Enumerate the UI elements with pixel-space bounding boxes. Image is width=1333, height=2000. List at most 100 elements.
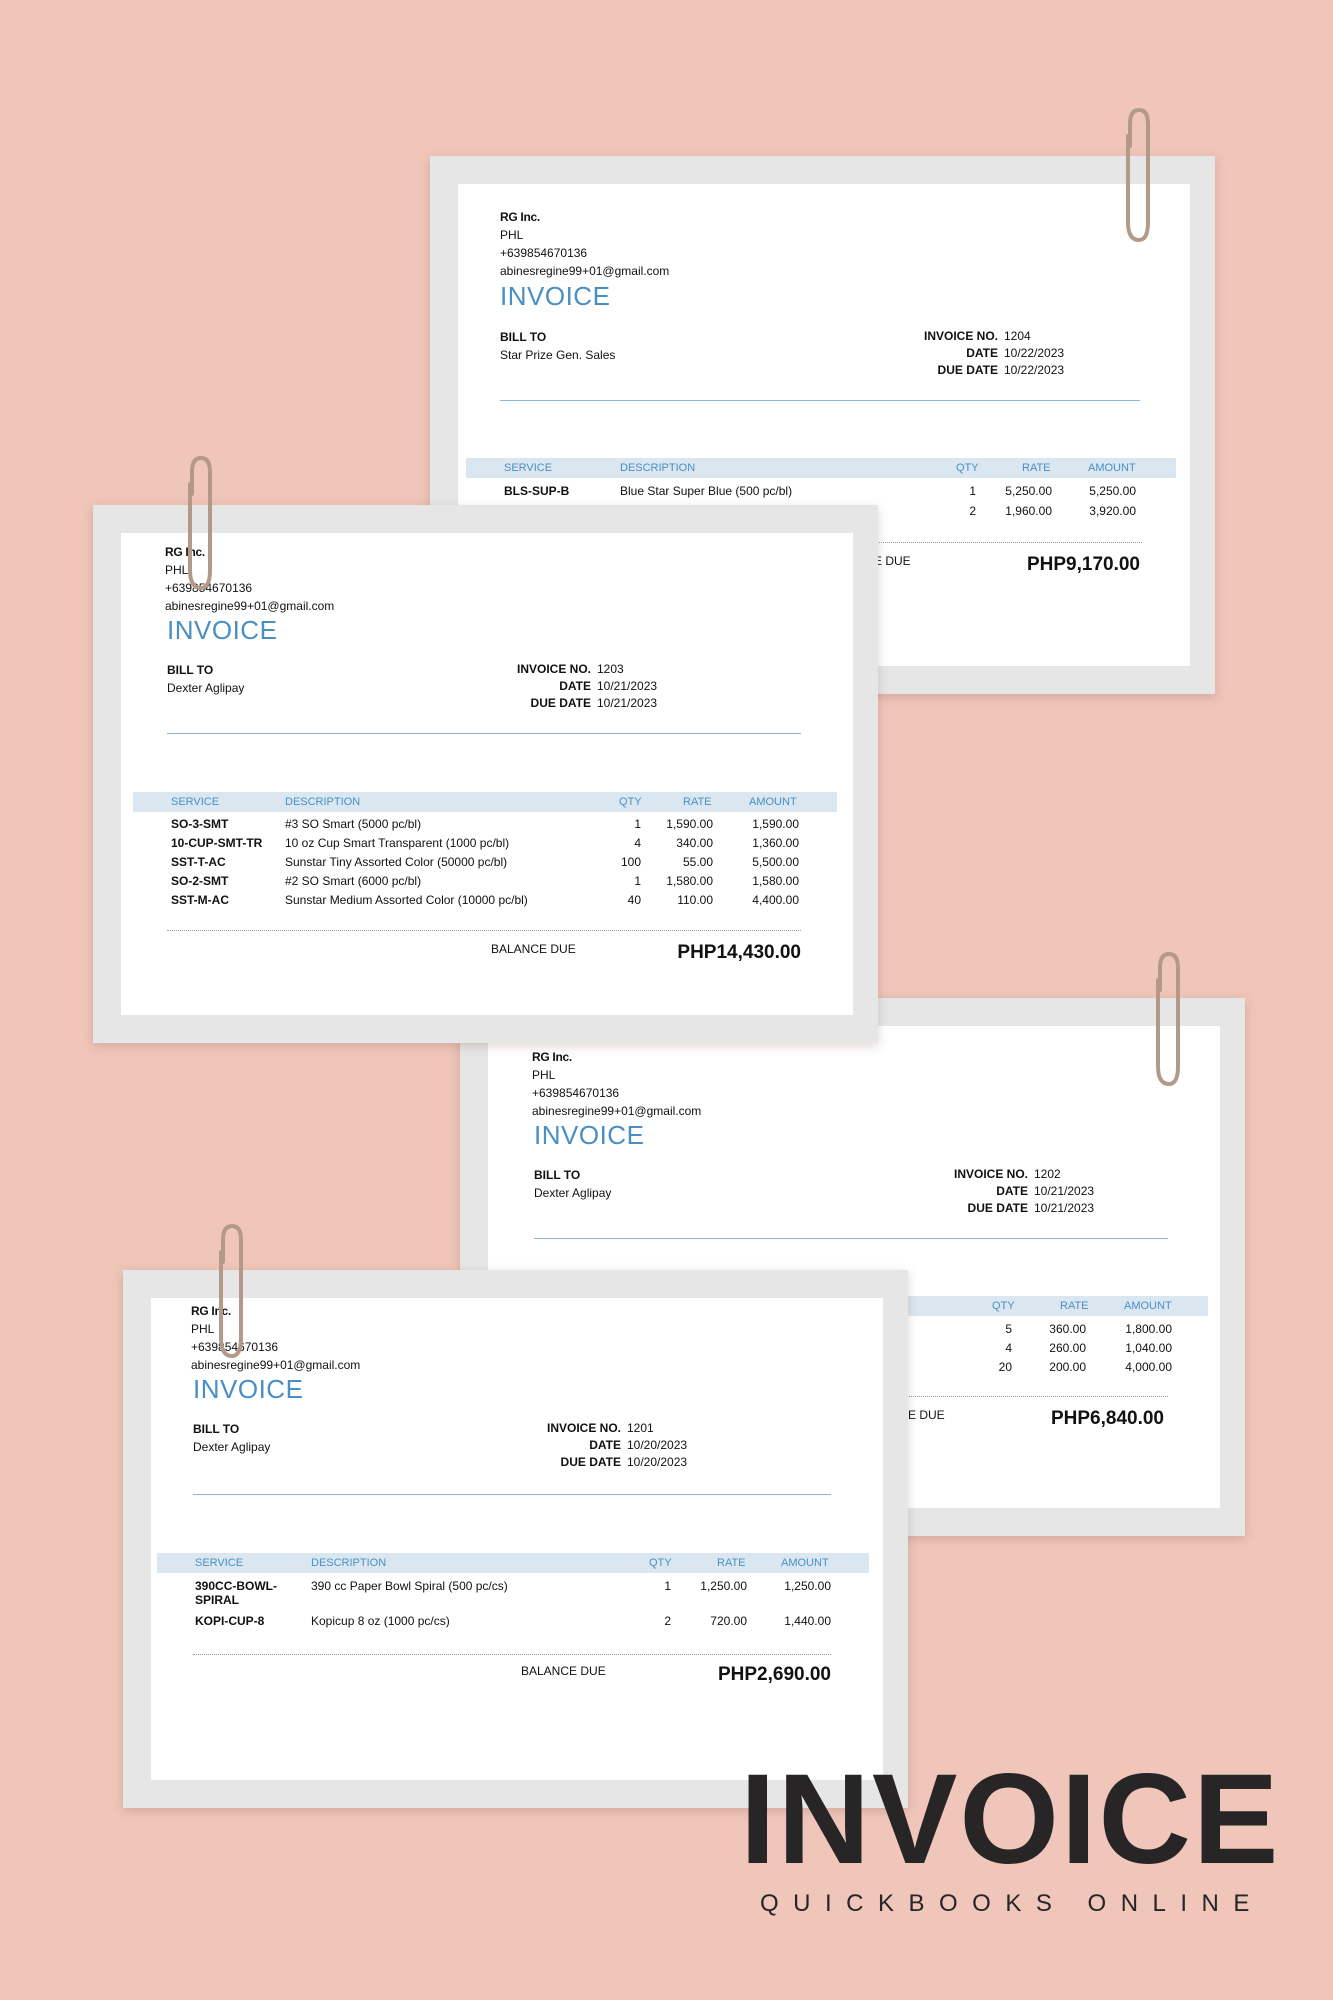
invoice-due-date: 10/21/2023 xyxy=(597,696,658,710)
invoice-title: INVOICE xyxy=(167,615,278,645)
company-phone: +639854670136 xyxy=(532,1086,620,1100)
table-row: SST-M-AC Sunstar Medium Assorted Color (… xyxy=(133,893,837,912)
company-country: PHL xyxy=(532,1068,556,1082)
paper-clip-icon xyxy=(188,455,212,591)
balance-due-label: BALANCE DUE xyxy=(491,942,576,956)
bill-to: BILL TO Star Prize Gen. Sales xyxy=(500,328,615,364)
balance-due-label: E DUE xyxy=(908,1408,945,1422)
row-qty: 1 xyxy=(969,484,976,498)
invoice-due-date: 10/22/2023 xyxy=(1004,363,1065,377)
row-service: 10-CUP-SMT-TR xyxy=(171,836,263,850)
invoice-due-date: 10/21/2023 xyxy=(1034,1201,1095,1215)
date-label: DATE xyxy=(996,1184,1028,1198)
invoice-card-1204: RG Inc. PHL +639854670136 abinesregine99… xyxy=(430,156,1215,694)
company-block: RG Inc. PHL +639854670136 abinesregine99… xyxy=(532,1048,701,1120)
company-phone: +639854670136 xyxy=(500,246,588,260)
date-label: DATE xyxy=(966,346,998,360)
bill-to: BILL TO Dexter Aglipay xyxy=(193,1420,270,1456)
row-rate: 200.00 xyxy=(1049,1360,1086,1374)
company-name: RG Inc. xyxy=(532,1050,572,1064)
row-amount: 4,000.00 xyxy=(1125,1360,1172,1374)
invoice-no: 1204 xyxy=(1004,329,1031,343)
total-divider xyxy=(858,542,1142,543)
row-description: Kopicup 8 oz (1000 pc/cs) xyxy=(311,1614,450,1628)
invoice-date: 10/20/2023 xyxy=(627,1438,688,1452)
invoice-date: 10/21/2023 xyxy=(1034,1184,1095,1198)
invoice-title: INVOICE xyxy=(500,281,611,311)
company-country: PHL xyxy=(500,228,524,242)
row-amount: 1,440.00 xyxy=(784,1614,831,1628)
row-amount: 4,400.00 xyxy=(752,893,799,907)
row-description: #2 SO Smart (6000 pc/bl) xyxy=(285,874,422,888)
total-divider xyxy=(167,930,801,931)
table-row: SO-2-SMT #2 SO Smart (6000 pc/bl) 1 1,58… xyxy=(133,874,837,893)
col-description: DESCRIPTION xyxy=(285,796,361,808)
balance-due-amount: PHP9,170.00 xyxy=(1026,554,1140,575)
row-description: Sunstar Medium Assorted Color (10000 pc/… xyxy=(285,893,528,907)
row-service: SST-T-AC xyxy=(171,855,226,869)
bill-to-label: BILL TO xyxy=(193,1422,240,1436)
invoice-no: 1203 xyxy=(597,662,624,676)
company-name: RG Inc. xyxy=(500,210,540,224)
row-qty: 100 xyxy=(620,855,641,869)
row-description: 390 cc Paper Bowl Spiral (500 pc/cs) xyxy=(311,1579,508,1593)
row-qty: 1 xyxy=(634,874,641,888)
row-rate: 110.00 xyxy=(677,893,713,907)
date-label: DATE xyxy=(559,679,591,693)
company-email: abinesregine99+01@gmail.com xyxy=(532,1104,702,1118)
invoice-no: 1201 xyxy=(627,1421,654,1435)
col-qty: QTY xyxy=(992,1300,1015,1312)
invoice-no-label: INVOICE NO. xyxy=(546,1421,621,1435)
col-amount: AMOUNT xyxy=(1124,1300,1172,1312)
row-qty: 20 xyxy=(998,1360,1012,1374)
col-qty: QTY xyxy=(956,462,979,474)
bill-to-label: BILL TO xyxy=(167,663,214,677)
due-date-label: DUE DATE xyxy=(937,363,998,377)
row-amount: 3,920.00 xyxy=(1089,504,1136,518)
invoice-no-label: INVOICE NO. xyxy=(923,329,998,343)
col-service: SERVICE xyxy=(171,796,220,808)
table-row: 4 260.00 1,040.00 xyxy=(498,1341,1208,1360)
table-row: KOPI-CUP-8 Kopicup 8 oz (1000 pc/cs) 2 7… xyxy=(157,1614,869,1633)
row-rate: 55.00 xyxy=(682,855,713,869)
invoice-card-1203: RG Inc. PHL +639854670136 abinesregine99… xyxy=(93,505,878,1043)
balance-due-label: E DUE xyxy=(874,554,911,568)
table-row: SO-3-SMT #3 SO Smart (5000 pc/bl) 1 1,59… xyxy=(133,817,837,836)
company-block: RG Inc. PHL +639854670136 abinesregine99… xyxy=(500,208,669,280)
table-header: SERVICE DESCRIPTION QTY RATE AMOUNT xyxy=(157,1553,869,1573)
company-email: abinesregine99+01@gmail.com xyxy=(500,264,670,278)
invoice-card-1201: RG Inc. PHL +639854670136 abinesregine99… xyxy=(123,1270,908,1808)
col-amount: AMOUNT xyxy=(749,796,797,808)
row-amount: 1,580.00 xyxy=(752,874,799,888)
row-service: 390CC-BOWL-SPIRAL xyxy=(195,1579,278,1607)
paper-clip-icon xyxy=(1126,107,1150,243)
company-email: abinesregine99+01@gmail.com xyxy=(191,1358,361,1372)
customer-name: Dexter Aglipay xyxy=(167,681,245,695)
col-rate: RATE xyxy=(717,1557,746,1569)
row-rate: 1,590.00 xyxy=(666,817,713,831)
date-label: DATE xyxy=(589,1438,621,1452)
row-rate: 720.00 xyxy=(710,1614,747,1628)
invoice-date: 10/21/2023 xyxy=(597,679,658,693)
row-service: BLS-SUP-B xyxy=(504,484,570,498)
balance-due-amount: PHP6,840.00 xyxy=(1050,1408,1164,1429)
invoice-meta: INVOICE NO. 1204 DATE 10/22/2023 DUE DATE 1… xyxy=(878,328,1064,379)
col-service: SERVICE xyxy=(195,1557,244,1569)
bill-to: BILL TO Dexter Aglipay xyxy=(167,661,244,697)
due-date-label: DUE DATE xyxy=(967,1201,1028,1215)
row-qty: 5 xyxy=(1005,1322,1012,1336)
col-amount: AMOUNT xyxy=(1088,462,1136,474)
balance-due-amount: PHP2,690.00 xyxy=(717,1664,831,1685)
row-amount: 1,360.00 xyxy=(752,836,799,850)
invoice-title: INVOICE xyxy=(193,1374,304,1404)
row-qty: 40 xyxy=(627,893,641,907)
balance-due-label: BALANCE DUE xyxy=(521,1664,606,1678)
row-qty: 1 xyxy=(664,1579,671,1593)
row-service: SST-M-AC xyxy=(171,893,229,907)
row-description: Sunstar Tiny Assorted Color (50000 pc/bl… xyxy=(285,855,508,869)
company-block: RG Inc. PHL +639854670136 abinesregine99… xyxy=(165,543,334,615)
row-description: 10 oz Cup Smart Transparent (1000 pc/bl) xyxy=(285,836,510,850)
bill-to-label: BILL TO xyxy=(534,1168,581,1182)
company-country: PHL xyxy=(165,563,189,577)
col-rate: RATE xyxy=(1060,1300,1089,1312)
